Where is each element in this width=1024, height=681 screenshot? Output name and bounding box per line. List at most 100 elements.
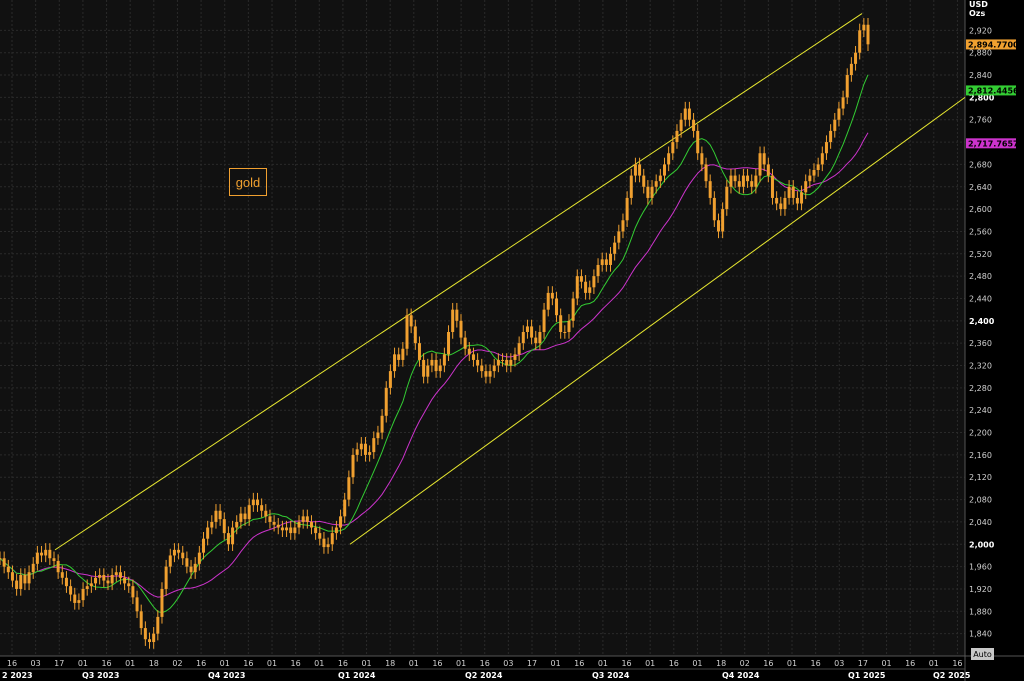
price-bar (775, 197, 779, 204)
x-tick-label: 01 (598, 659, 608, 668)
x-tick-label: 16 (101, 659, 111, 668)
price-bar (52, 558, 56, 562)
y-tick-label: 2,080 (969, 496, 992, 505)
price-bar (422, 359, 426, 377)
last-value-label: 2,812.4456 (968, 86, 1019, 95)
price-bar (2, 558, 6, 567)
price-bar (40, 552, 44, 556)
price-bar (413, 326, 417, 344)
x-tick-label: 01 (929, 659, 939, 668)
price-bar (725, 186, 729, 210)
price-bar (579, 276, 583, 282)
y-tick-label: 1,920 (969, 585, 992, 594)
price-bar (588, 287, 592, 293)
price-bar (426, 365, 430, 377)
price-bar (27, 572, 31, 584)
price-bar (800, 192, 804, 204)
price-bar (459, 320, 463, 338)
quarter-label: Q1 2025 (848, 671, 886, 680)
price-bar (181, 552, 185, 559)
quarter-label: Q3 2023 (82, 671, 119, 680)
price-bar (289, 527, 293, 534)
x-tick-label: 01 (645, 659, 655, 668)
y-tick-label: 2,280 (969, 384, 992, 393)
x-tick-label: 16 (763, 659, 773, 668)
price-bar (766, 164, 770, 176)
price-bar (667, 153, 671, 165)
price-bar (397, 354, 401, 360)
x-tick-label: 01 (125, 659, 135, 668)
y-tick-label: 1,840 (969, 630, 992, 639)
price-bar (534, 337, 538, 344)
price-bar (538, 332, 542, 344)
price-bar (322, 538, 326, 548)
price-bar (127, 583, 131, 587)
y-tick-label: 2,640 (969, 183, 992, 192)
auto-scale-button[interactable]: Auto (971, 648, 994, 660)
y-tick-label: 1,880 (969, 607, 992, 616)
price-bar (380, 415, 384, 433)
price-bar (708, 181, 712, 198)
unit-label-bottom: Ozs (969, 9, 985, 18)
y-tick-label: 2,200 (969, 429, 992, 438)
x-tick-label: 16 (574, 659, 584, 668)
price-bar (791, 186, 795, 198)
price-bar (44, 549, 48, 556)
price-bar (64, 577, 68, 587)
price-bar (679, 119, 683, 131)
price-bar (10, 572, 14, 581)
price-bar (467, 348, 471, 355)
price-bar (741, 175, 745, 187)
price-bar (35, 552, 39, 564)
price-bar (812, 170, 816, 176)
price-bar (114, 572, 118, 575)
price-bar (351, 454, 355, 478)
price-bar (15, 580, 19, 589)
price-bar (388, 371, 392, 388)
price-bar (492, 365, 496, 372)
price-bar (550, 292, 554, 299)
price-bar (750, 181, 754, 187)
price-bar (393, 354, 397, 372)
price-bar (264, 510, 268, 517)
price-bar (347, 477, 351, 500)
price-bar (729, 175, 733, 187)
y-tick-label: 2,440 (969, 294, 992, 303)
price-bar (272, 521, 276, 525)
price-bar (168, 555, 172, 567)
price-bar (629, 175, 633, 198)
last-value-tag (966, 85, 1016, 96)
price-bar (297, 521, 301, 528)
price-bar (542, 309, 546, 332)
y-tick-label: 2,560 (969, 227, 992, 236)
price-bar (401, 348, 405, 360)
price-bar (845, 75, 849, 98)
price-bar (368, 452, 372, 455)
y-tick-label: 2,040 (969, 518, 992, 527)
x-tick-label: 16 (480, 659, 490, 668)
price-bar (339, 516, 343, 528)
price-bar (131, 586, 135, 598)
price-bar (143, 628, 147, 640)
price-bar (318, 533, 322, 539)
x-tick-label: 16 (196, 659, 206, 668)
price-bar (596, 264, 600, 277)
y-tick-label: 2,880 (969, 49, 992, 58)
price-bar (704, 164, 708, 182)
price-bar (255, 499, 259, 506)
x-tick-label: 17 (54, 659, 64, 668)
price-bar (85, 586, 89, 589)
price-bar (696, 130, 700, 154)
price-bar (69, 586, 73, 595)
price-bar (505, 359, 509, 366)
y-tick-label: 2,360 (969, 339, 992, 348)
price-bar (77, 600, 81, 603)
price-bar (455, 309, 459, 321)
price-bar (135, 597, 139, 612)
price-bar (260, 505, 264, 511)
price-bar (102, 575, 106, 581)
price-bar (808, 175, 812, 182)
price-bar (123, 577, 127, 584)
price-bar (609, 253, 613, 265)
price-bar (118, 572, 122, 578)
